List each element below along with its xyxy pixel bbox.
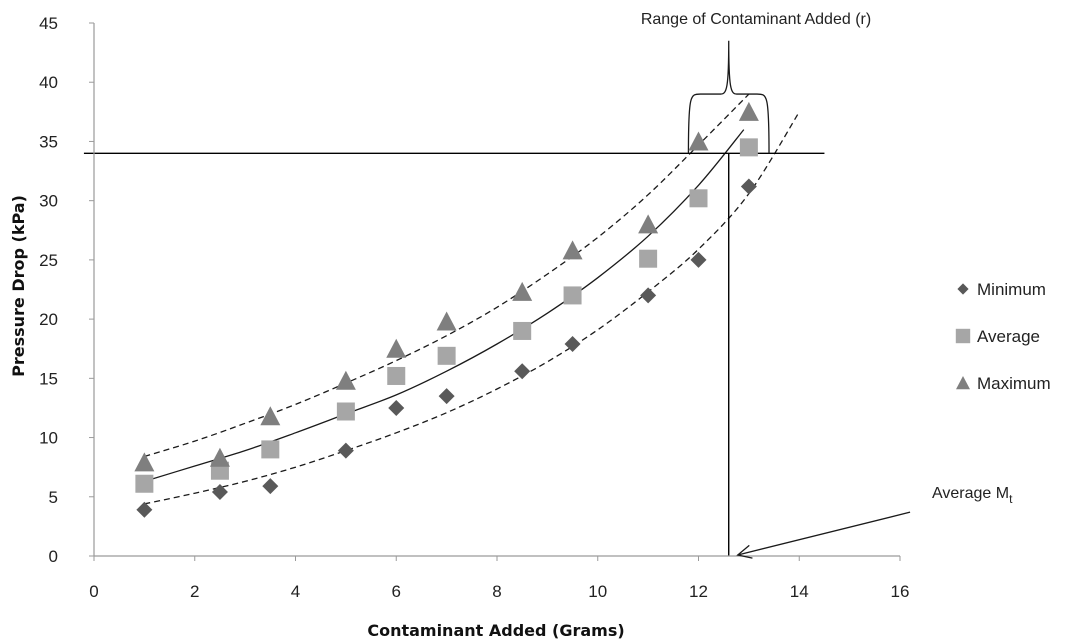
x-tick-label: 14 xyxy=(790,582,809,601)
legend-marker-maximum xyxy=(956,376,970,389)
maximum-point xyxy=(638,214,658,233)
average-point xyxy=(261,440,279,458)
maximum-point xyxy=(210,448,230,467)
x-tick-label: 8 xyxy=(492,582,501,601)
average-point xyxy=(513,322,531,340)
legend-item-average: Average xyxy=(956,327,1040,346)
maximum-point xyxy=(386,339,406,358)
average-point xyxy=(337,402,355,420)
legend-marker-minimum xyxy=(957,283,968,294)
maximum-point xyxy=(134,452,154,471)
x-tick-label: 4 xyxy=(291,582,300,601)
x-tick-label: 12 xyxy=(689,582,708,601)
average-point xyxy=(438,347,456,365)
axes xyxy=(89,23,900,561)
legend: Minimum Average Maximum xyxy=(956,280,1051,393)
minimum-point xyxy=(439,388,455,404)
maximum-point xyxy=(563,240,583,259)
range-annotation: Range of Contaminant Added (r) xyxy=(641,11,871,28)
average-point xyxy=(387,367,405,385)
minimum-point xyxy=(741,178,757,194)
average-mt-annotation: Average Mt xyxy=(932,485,1013,506)
legend-item-minimum: Minimum xyxy=(957,280,1046,299)
x-tick-label: 6 xyxy=(392,582,401,601)
minimum-point xyxy=(640,287,656,303)
average-point xyxy=(690,189,708,207)
legend-item-maximum: Maximum xyxy=(956,374,1051,393)
y-tick-labels: 0 5 10 15 20 25 30 35 40 45 xyxy=(39,14,58,566)
fit-curves xyxy=(144,94,799,504)
y-tick-label: 10 xyxy=(39,429,58,448)
y-axis-title: Pressure Drop (kPa) xyxy=(9,195,28,377)
y-tick-label: 0 xyxy=(49,547,58,566)
average-point xyxy=(639,250,657,268)
average-fit-curve xyxy=(144,130,743,482)
y-tick-label: 40 xyxy=(39,73,58,92)
y-tick-label: 45 xyxy=(39,14,58,33)
maximum-point xyxy=(512,282,532,301)
average-mt-arrow xyxy=(738,512,910,558)
average-point xyxy=(740,138,758,156)
legend-marker-average xyxy=(956,329,970,343)
x-tick-label: 0 xyxy=(89,582,98,601)
x-tick-label: 16 xyxy=(891,582,910,601)
maximum-point xyxy=(437,311,457,330)
minimum-point xyxy=(136,502,152,518)
legend-label-average: Average xyxy=(977,327,1040,346)
y-tick-label: 20 xyxy=(39,310,58,329)
y-tick-label: 5 xyxy=(49,488,58,507)
average-point xyxy=(135,475,153,493)
maximum-point xyxy=(739,102,759,121)
minimum-point xyxy=(514,363,530,379)
x-tick-label: 10 xyxy=(588,582,607,601)
x-tick-labels: 0 2 4 6 8 10 12 14 16 xyxy=(89,582,909,601)
legend-label-minimum: Minimum xyxy=(977,280,1046,299)
average-mt-label: Average M xyxy=(932,485,1009,502)
x-axis-title: Contaminant Added (Grams) xyxy=(367,621,624,640)
lower-bound-curve xyxy=(144,112,799,504)
legend-label-maximum: Maximum xyxy=(977,374,1051,393)
average-mt-subscript: t xyxy=(1009,492,1013,506)
y-tick-label: 15 xyxy=(39,369,58,388)
y-tick-label: 35 xyxy=(39,132,58,151)
y-tick-label: 25 xyxy=(39,251,58,270)
maximum-point xyxy=(260,406,280,425)
minimum-point xyxy=(338,443,354,459)
y-tick-label: 30 xyxy=(39,192,58,211)
arrow-shaft xyxy=(738,512,910,555)
minimum-point xyxy=(388,400,404,416)
maximum-point xyxy=(689,131,709,150)
plot-area xyxy=(84,41,825,556)
average-point xyxy=(564,286,582,304)
minimum-point xyxy=(262,478,278,494)
x-tick-label: 2 xyxy=(190,582,199,601)
